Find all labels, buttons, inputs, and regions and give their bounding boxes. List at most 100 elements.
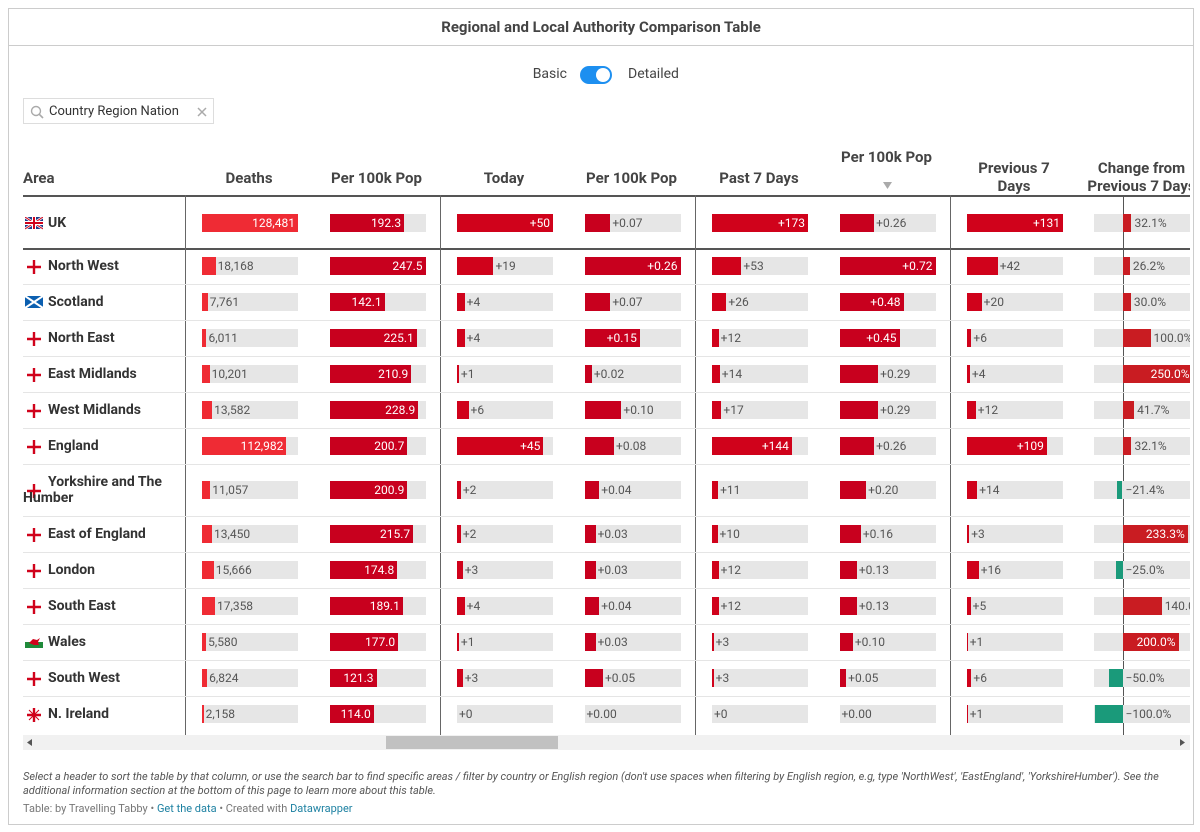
column-header[interactable]: Change from Previous 7 Days bbox=[1087, 159, 1190, 195]
bar bbox=[967, 481, 978, 499]
column-header[interactable]: Per 100k Pop bbox=[331, 169, 422, 187]
bar-track bbox=[839, 561, 936, 579]
cell-value: 189.1 bbox=[369, 599, 400, 613]
search-box[interactable]: Country Region Nation bbox=[23, 98, 214, 124]
cell-value: 114.0 bbox=[340, 707, 371, 721]
bar-track bbox=[202, 525, 298, 543]
bar bbox=[584, 293, 611, 311]
scrollbar[interactable] bbox=[23, 735, 1190, 750]
cell-value: 6,011 bbox=[208, 331, 238, 345]
cell-value: +1 bbox=[969, 707, 984, 721]
column-header[interactable]: Per 100k Pop bbox=[586, 169, 677, 187]
title: Regional and Local Authority Comparison … bbox=[9, 9, 1193, 46]
column-header[interactable]: Previous 7 Days bbox=[978, 159, 1050, 195]
cell-value: +1 bbox=[969, 635, 984, 649]
bar-track bbox=[1093, 213, 1190, 232]
cell-value: +0.26 bbox=[647, 259, 678, 273]
cell-value: +50 bbox=[529, 215, 550, 230]
toggle-switch[interactable] bbox=[580, 66, 612, 84]
cell-value: +3 bbox=[715, 635, 730, 649]
bar bbox=[202, 401, 213, 419]
bar bbox=[584, 401, 622, 419]
bar-track bbox=[839, 597, 936, 615]
bar bbox=[839, 597, 857, 615]
scroll-right[interactable] bbox=[1180, 739, 1186, 746]
data-link[interactable]: Get the data bbox=[156, 802, 217, 815]
bar bbox=[1122, 633, 1179, 651]
cell-value: +1 bbox=[460, 367, 475, 381]
bar-track bbox=[457, 705, 553, 723]
cell-value: 18,168 bbox=[217, 259, 254, 273]
bar bbox=[457, 257, 494, 275]
bar bbox=[1122, 525, 1188, 543]
column-header[interactable]: Today bbox=[483, 169, 525, 187]
bar bbox=[839, 365, 879, 383]
cell-value: −21.4% bbox=[1125, 483, 1165, 497]
bar bbox=[967, 293, 982, 311]
column-header[interactable]: Past 7 Days bbox=[719, 169, 799, 187]
bar bbox=[329, 293, 385, 311]
bar bbox=[584, 669, 603, 687]
flag bbox=[25, 563, 43, 578]
row-rule bbox=[23, 284, 1190, 285]
row-rule bbox=[23, 588, 1190, 589]
column-header[interactable]: Area bbox=[23, 169, 55, 187]
bar bbox=[329, 481, 408, 499]
bar-track bbox=[457, 597, 553, 615]
cell-value: 32.1% bbox=[1134, 215, 1167, 230]
column-divider bbox=[185, 195, 186, 735]
bar bbox=[202, 561, 214, 579]
bar-track bbox=[1093, 437, 1190, 455]
area-name: Yorkshire and The Humber bbox=[23, 474, 162, 506]
bar bbox=[329, 437, 408, 455]
cell-value: +3 bbox=[715, 671, 730, 685]
cell-value: 41.7% bbox=[1137, 403, 1170, 417]
cell-value: +14 bbox=[979, 483, 1000, 497]
clear-icon[interactable] bbox=[197, 107, 207, 117]
area-name: East Midlands bbox=[48, 366, 137, 382]
bar-track bbox=[967, 293, 1063, 311]
cell-value: 2,158 bbox=[205, 707, 235, 721]
bar bbox=[839, 437, 875, 455]
bar bbox=[1122, 213, 1132, 232]
bar-track bbox=[202, 329, 298, 347]
bar bbox=[329, 213, 405, 232]
scroll-thumb[interactable] bbox=[386, 736, 558, 749]
cell-value: +4 bbox=[466, 331, 481, 345]
bar-track bbox=[712, 597, 808, 615]
cell-value: +0.08 bbox=[616, 439, 647, 453]
scroll-left[interactable] bbox=[27, 739, 33, 746]
bar bbox=[457, 329, 465, 347]
bar-track bbox=[839, 525, 936, 543]
bar bbox=[584, 633, 596, 651]
toggle-detailed[interactable]: Detailed bbox=[628, 66, 679, 82]
cell-value: +12 bbox=[720, 599, 741, 613]
bar bbox=[1122, 597, 1162, 615]
bar-track bbox=[967, 481, 1063, 499]
column-header[interactable]: Deaths bbox=[225, 169, 273, 187]
bar bbox=[202, 213, 298, 232]
column-header[interactable]: Per 100k Pop bbox=[841, 148, 932, 166]
bar bbox=[967, 401, 976, 419]
flag bbox=[25, 331, 43, 346]
row-rule bbox=[23, 464, 1190, 465]
cell-value: +0.00 bbox=[841, 707, 872, 721]
bar bbox=[1094, 705, 1123, 723]
bar-track bbox=[202, 669, 298, 687]
cell-value: +0.07 bbox=[612, 215, 643, 230]
bar bbox=[584, 213, 611, 232]
datawrapper-link[interactable]: Datawrapper bbox=[290, 802, 353, 815]
bar-track bbox=[584, 561, 681, 579]
cell-value: 15,666 bbox=[215, 563, 252, 577]
cell-value: +4 bbox=[466, 599, 481, 613]
bar bbox=[584, 525, 596, 543]
bar bbox=[967, 561, 979, 579]
toggle-basic[interactable]: Basic bbox=[532, 66, 567, 82]
bar bbox=[839, 561, 857, 579]
cell-value: 30.0% bbox=[1133, 295, 1167, 309]
bar-track bbox=[457, 633, 553, 651]
cell-value: +6 bbox=[973, 331, 987, 345]
row-rule bbox=[23, 660, 1190, 661]
bar-track bbox=[1093, 293, 1190, 311]
bar bbox=[329, 633, 399, 651]
